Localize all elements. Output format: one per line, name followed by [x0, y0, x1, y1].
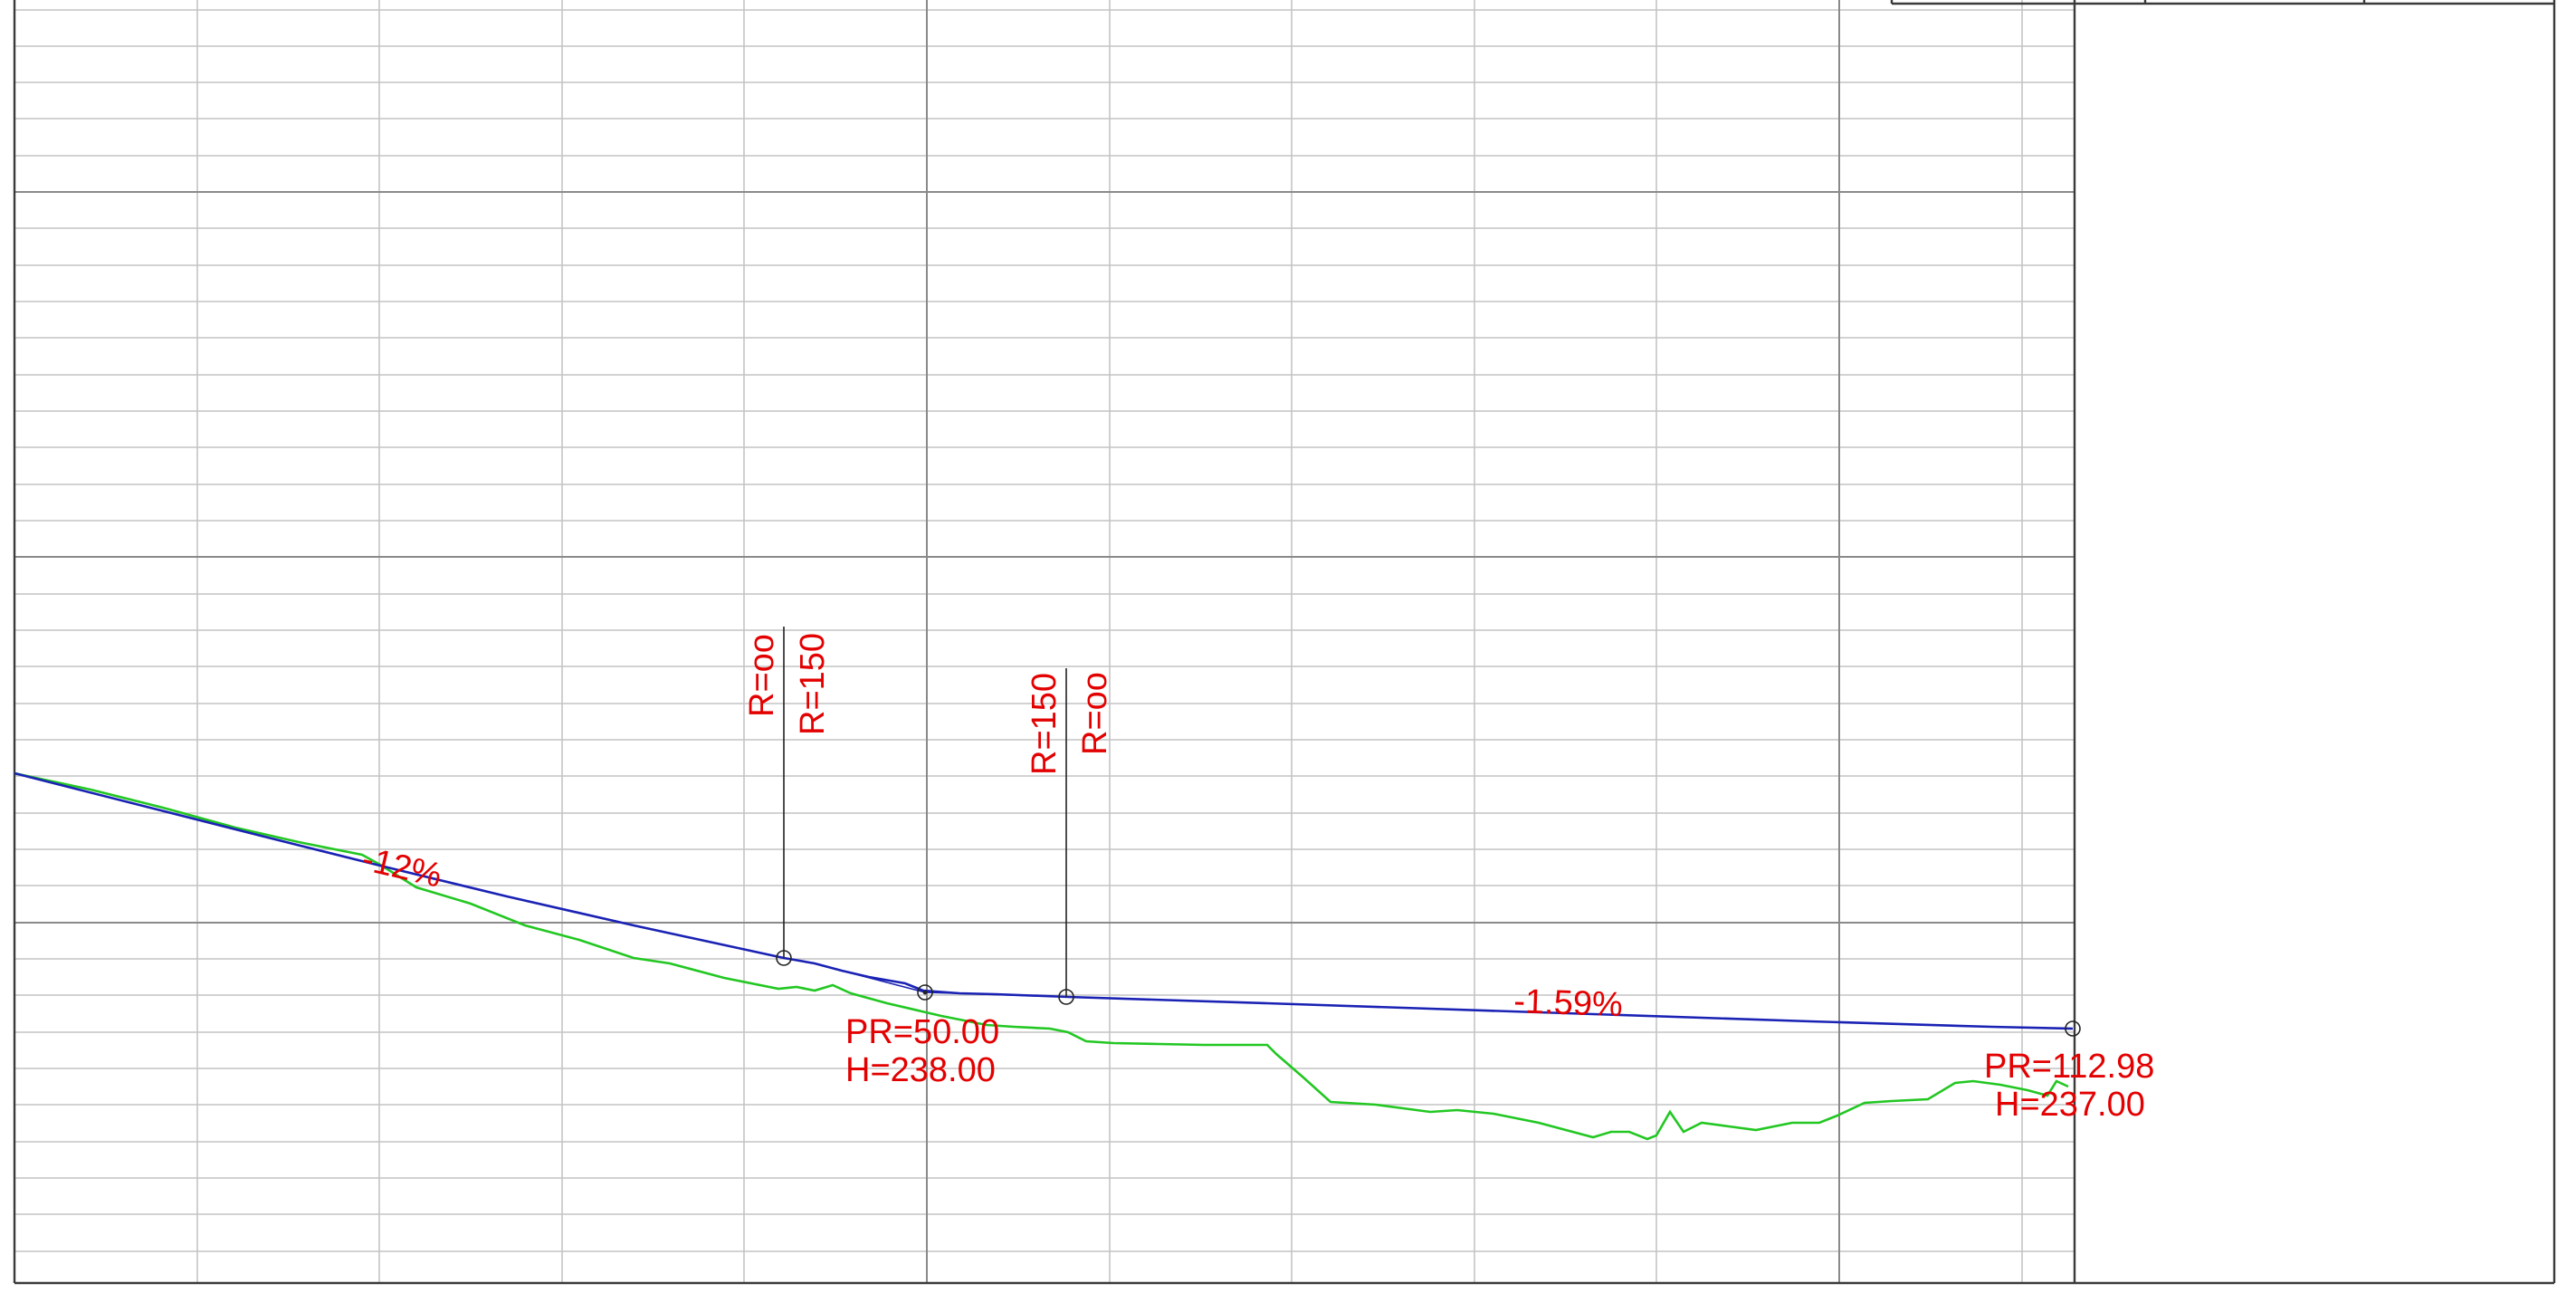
curve-label-start-right: R=150 — [794, 633, 832, 735]
end-point — [2065, 1020, 2081, 1037]
curve-label-start-left: R=oo — [743, 634, 781, 717]
terrain-profile — [14, 771, 2069, 1141]
curve-start-point — [776, 950, 792, 966]
major-grid — [14, 0, 2075, 1283]
end-station-label: PR=112.98 — [1984, 1048, 2154, 1086]
end-elevation-label: H=237.00 — [1995, 1086, 2145, 1124]
vertex-point — [917, 984, 933, 1001]
grade-label-second: -1.59% — [1513, 982, 1624, 1024]
curve-end-point — [1058, 989, 1074, 1005]
design-grade-line — [14, 771, 2074, 1030]
curve-label-end-right: R=oo — [1076, 672, 1114, 755]
grade-label-first: -12% — [358, 840, 445, 896]
drawing-frame — [13, 0, 2556, 1285]
curve-label-end-left: R=150 — [1026, 673, 1064, 775]
vertex-dot — [922, 990, 928, 995]
point-station-label: PR=50.00 — [845, 1013, 999, 1051]
point-elevation-label: H=238.00 — [845, 1051, 996, 1089]
tangent-extension — [841, 970, 1069, 998]
minor-grid — [14, 0, 2075, 1283]
curve-markers — [776, 627, 2081, 1037]
